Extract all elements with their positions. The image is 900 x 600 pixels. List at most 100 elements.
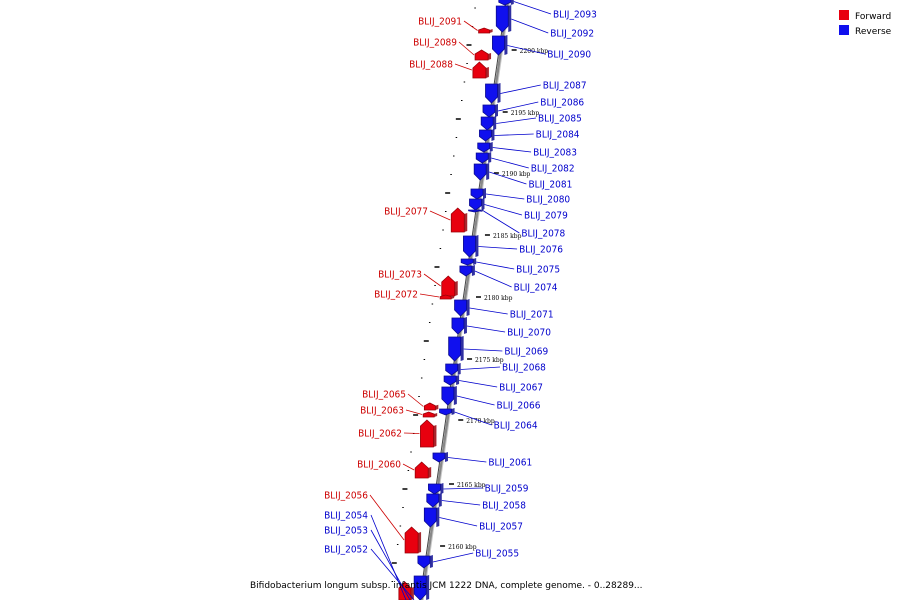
reverse-gene-label: BLIJ_2078 [521, 229, 565, 240]
reverse-gene[interactable] [479, 129, 495, 142]
forward-gene-leader [454, 63, 473, 71]
forward-gene[interactable] [474, 49, 492, 61]
forward-gene[interactable] [423, 402, 439, 411]
reverse-gene[interactable] [441, 386, 457, 406]
reverse-gene[interactable] [492, 35, 508, 56]
reverse-gene-label: BLIJ_2057 [479, 522, 523, 533]
forward-gene-leader [402, 463, 415, 471]
reverse-gene[interactable] [460, 258, 477, 266]
reverse-gene-label: BLIJ_2081 [528, 180, 572, 191]
reverse-gene-label: BLIJ_2087 [543, 81, 587, 92]
legend-swatch-reverse [839, 25, 849, 35]
reverse-gene[interactable] [432, 452, 448, 463]
forward-gene-leader [407, 393, 424, 407]
genome-caption: Bifidobacterium longum subsp. infantis J… [250, 581, 643, 591]
reverse-gene[interactable] [485, 83, 501, 104]
reverse-gene-leader [454, 411, 492, 426]
reverse-gene[interactable] [473, 163, 490, 181]
reverse-gene-leader [460, 366, 501, 370]
reverse-gene-label: BLIJ_2070 [507, 328, 551, 339]
reverse-gene[interactable] [423, 507, 440, 528]
forward-gene-leader [429, 210, 451, 221]
forward-gene[interactable] [414, 461, 432, 479]
forward-gene-leader [458, 41, 475, 56]
forward-gene[interactable] [422, 411, 438, 418]
forward-gene-label: BLIJ_2077 [384, 207, 428, 218]
reverse-gene[interactable] [443, 375, 460, 386]
reverse-gene-label: BLIJ_2069 [504, 347, 548, 358]
reverse-gene-label: BLIJ_2083 [533, 148, 577, 159]
forward-gene[interactable] [478, 27, 493, 34]
reverse-gene-label: BLIJ_2061 [488, 458, 532, 469]
reverse-gene-label: BLIJ_2054 [324, 511, 368, 522]
legend: Forward Reverse [839, 10, 892, 37]
reverse-gene[interactable] [448, 336, 464, 362]
forward-gene-leader [405, 409, 423, 415]
forward-gene-leader [463, 20, 478, 31]
reverse-gene-leader [459, 380, 498, 388]
reverse-gene-leader [513, 1, 552, 15]
forward-gene-label: BLIJ_2060 [357, 460, 401, 471]
forward-gene[interactable] [472, 61, 489, 79]
reverse-gene-label: BLIJ_2084 [536, 130, 580, 141]
reverse-gene[interactable] [451, 317, 467, 335]
forward-gene[interactable] [450, 207, 468, 233]
forward-gene-label: BLIJ_2063 [360, 406, 404, 417]
reverse-gene-label: BLIJ_2090 [547, 50, 591, 61]
scale-tick-label: 2160 kbp [448, 544, 477, 551]
scale-tick-label: 2180 kbp [484, 295, 513, 302]
forward-gene[interactable] [420, 419, 437, 448]
scale-tick-label: 2185 kbp [493, 233, 522, 240]
forward-gene-label: BLIJ_2072 [374, 290, 418, 301]
forward-gene-leader [369, 494, 405, 541]
reverse-gene[interactable] [477, 142, 493, 153]
reverse-gene-leader [483, 210, 520, 234]
reverse-gene[interactable] [413, 575, 430, 600]
reverse-gene-label: BLIJ_2079 [524, 211, 568, 222]
reverse-gene[interactable] [463, 235, 479, 258]
reverse-gene-leader [484, 204, 523, 216]
reverse-gene-label: BLIJ_2058 [482, 501, 526, 512]
forward-gene[interactable] [404, 526, 422, 554]
reverse-gene[interactable] [480, 116, 497, 131]
reverse-gene-label: BLIJ_2066 [497, 401, 541, 412]
reverse-gene[interactable] [468, 209, 484, 213]
reverse-gene[interactable] [454, 299, 470, 317]
reverse-gene[interactable] [482, 104, 498, 118]
reverse-gene-leader [489, 171, 527, 185]
reverse-gene-label: BLIJ_2092 [550, 29, 594, 40]
reverse-gene[interactable] [469, 198, 485, 211]
forward-gene-label: BLIJ_2073 [378, 270, 422, 281]
reverse-gene-label: BLIJ_2055 [475, 549, 519, 560]
reverse-gene[interactable] [445, 363, 461, 376]
reverse-gene[interactable] [426, 493, 442, 508]
reverse-gene-leader [370, 529, 411, 600]
reverse-gene[interactable] [495, 5, 512, 33]
reverse-gene-leader [447, 457, 487, 463]
reverse-gene-leader [485, 193, 525, 200]
reverse-gene[interactable] [498, 0, 514, 6]
forward-gene-label: BLIJ_2088 [409, 60, 453, 71]
reverse-gene-leader [439, 517, 478, 527]
reverse-gene-leader [463, 348, 503, 352]
reverse-gene-leader [469, 307, 508, 315]
genes [398, 0, 514, 600]
reverse-gene[interactable] [439, 408, 455, 416]
reverse-gene-label: BLIJ_2052 [324, 545, 368, 556]
forward-gene[interactable] [439, 294, 455, 300]
forward-gene-label: BLIJ_2091 [418, 17, 462, 28]
gene-labels: BLIJ_2091 BLIJ_2089 BLIJ_2088 BLIJ_2077 BLIJ… [324, 1, 597, 600]
scale-tick-label: 2190 kbp [502, 171, 531, 178]
reverse-gene-leader [474, 270, 512, 288]
reverse-gene-leader [511, 18, 549, 34]
legend-swatch-forward [839, 10, 849, 20]
reverse-gene-label: BLIJ_2075 [516, 265, 560, 276]
reverse-gene-label: BLIJ_2080 [526, 195, 570, 206]
forward-gene[interactable] [441, 275, 458, 297]
reverse-gene[interactable] [417, 555, 433, 569]
reverse-gene[interactable] [470, 188, 487, 200]
reverse-gene[interactable] [475, 152, 492, 164]
reverse-gene[interactable] [428, 483, 444, 495]
forward-gene-label: BLIJ_2089 [413, 38, 457, 49]
reverse-gene[interactable] [459, 265, 475, 277]
